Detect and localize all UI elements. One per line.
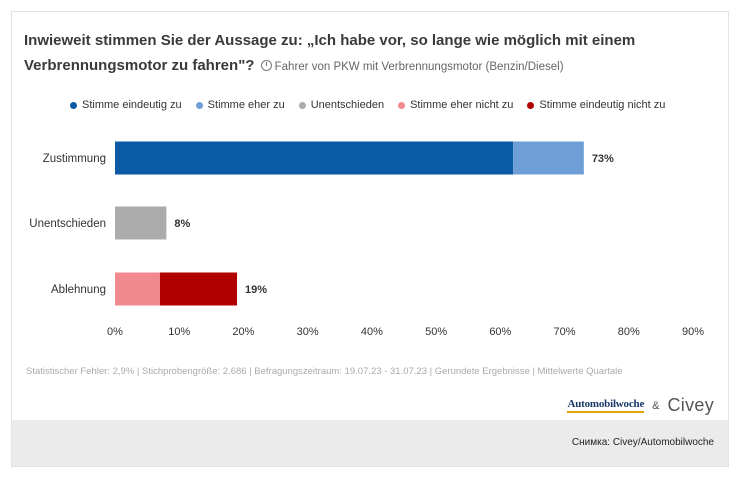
bar-total-label: 8% (174, 218, 190, 230)
legend-label: Stimme eindeutig nicht zu (539, 99, 666, 111)
bar-segment (115, 272, 160, 306)
x-tick-label: 60% (489, 326, 511, 338)
legend-label: Unentschieden (310, 99, 385, 111)
legend-label: Stimme eher zu (207, 99, 285, 111)
clock-icon (260, 60, 272, 71)
bar-segment (513, 141, 584, 175)
legend-label: Stimme eher nicht zu (410, 99, 514, 111)
x-tick-label: 20% (232, 326, 254, 338)
legend-item: Unentschieden (298, 98, 385, 112)
legend-label: Stimme eindeutig zu (82, 99, 182, 111)
legend-marker (70, 101, 77, 109)
category-label: Unentschieden (29, 218, 106, 230)
subtitle: Fahrer von PKW mit Verbrennungsmotor (Be… (259, 60, 564, 73)
bar-segment (159, 272, 238, 306)
category-label: Ablehnung (51, 284, 106, 296)
logo-ampersand: & (652, 399, 660, 412)
footnote: Statistischer Fehler: 2,9% | Stichproben… (26, 366, 623, 377)
bar-segment (115, 141, 514, 175)
legend-item: Stimme eindeutig nicht zu (527, 98, 665, 112)
photo-credit: Снимка: Civey/Automobilwoche (571, 437, 714, 448)
civey-logo: Civey (667, 395, 714, 415)
legend-marker (195, 101, 203, 109)
x-tick-label: 70% (554, 326, 576, 338)
legend-item: Stimme eher nicht zu (398, 98, 513, 112)
automobilwoche-logo: Automobilwoche (567, 398, 644, 413)
x-tick-label: 10% (168, 326, 190, 338)
title-text: Inwieweit stimmen Sie der Aussage zu: „I… (24, 32, 636, 74)
bar-total-label: 19% (245, 284, 267, 296)
credit-band: Снимка: Civey/Automobilwoche (12, 420, 728, 466)
bar-total-label: 73% (592, 153, 614, 165)
x-tick-label: 0% (107, 326, 123, 338)
x-tick-label: 80% (618, 326, 640, 338)
x-tick-label: 40% (361, 326, 383, 338)
legend-marker (298, 101, 306, 109)
legend-item: Stimme eher zu (195, 98, 285, 112)
legend-marker (398, 101, 406, 109)
category-label: Zustimmung (43, 153, 106, 165)
logo-bar: Automobilwoche & Civey (567, 395, 714, 416)
chart-title: Inwieweit stimmen Sie der Aussage zu: „I… (24, 28, 714, 80)
bar-segment (115, 206, 167, 240)
legend-marker (527, 101, 535, 109)
x-tick-label: 50% (425, 326, 447, 338)
legend: Stimme eindeutig zu Stimme eher zu Unentsc… (70, 98, 665, 112)
subtitle-text: Fahrer von PKW mit Verbrennungsmotor (Be… (274, 61, 564, 73)
x-tick-label: 90% (682, 326, 704, 338)
x-tick-label: 30% (297, 326, 319, 338)
legend-item: Stimme eindeutig zu (70, 98, 182, 112)
